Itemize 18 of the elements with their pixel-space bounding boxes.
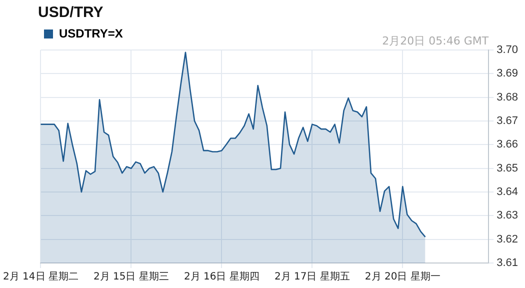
y-tick-label: 3.69 <box>496 68 518 80</box>
x-tick-label: 2月 20日 星期一 <box>364 270 440 283</box>
text: 2月20日 05:46 GMT <box>382 34 489 48</box>
x-tick-label: 2月 15日 星期三 <box>93 270 169 283</box>
y-tick-label: 3.67 <box>496 115 518 128</box>
x-tick-label: 2月 17日 星期五 <box>274 270 350 283</box>
y-tick-label: 3.62 <box>496 233 518 246</box>
x-tick-label: 2月 16日 星期四 <box>184 270 260 283</box>
x-tick-label: 2月 14日 星期二 <box>2 270 78 283</box>
y-tick-label: 3.64 <box>496 186 518 198</box>
chart-title: USD/TRY <box>38 4 104 22</box>
y-tick-label: 3.70 <box>496 44 518 56</box>
y-tick-label: 3.68 <box>496 91 518 104</box>
y-tick-label: 3.65 <box>496 162 518 174</box>
y-tick-label: 3.61 <box>496 257 518 270</box>
y-tick-label: 3.66 <box>496 138 518 151</box>
y-tick-label: 3.63 <box>496 210 518 222</box>
legend-label: USDTRY=X <box>59 26 123 40</box>
